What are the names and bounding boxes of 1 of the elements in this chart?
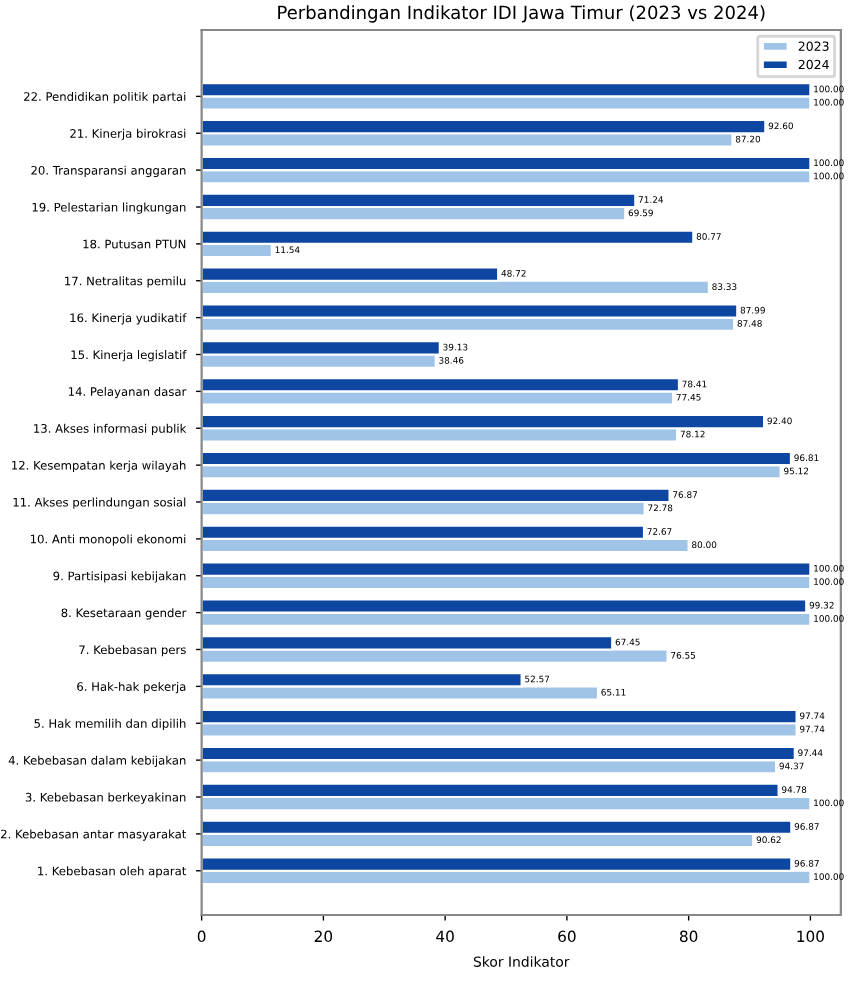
- chart-title: Perbandingan Indikator IDI Jawa Timur (2023 vs 2024): [278, 5, 765, 23]
